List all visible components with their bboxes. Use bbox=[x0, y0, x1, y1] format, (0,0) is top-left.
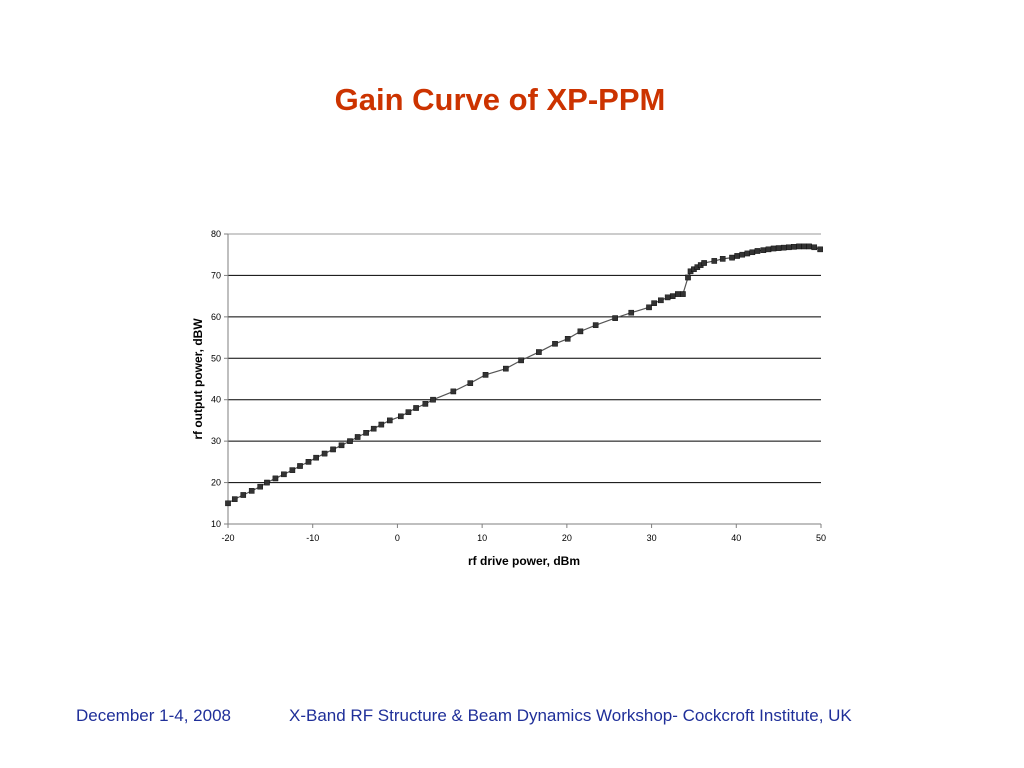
data-point bbox=[628, 309, 635, 316]
y-tick-label: 40 bbox=[211, 395, 221, 405]
data-point bbox=[801, 243, 807, 250]
data-point bbox=[363, 430, 369, 436]
data-point bbox=[811, 244, 818, 251]
data-point bbox=[754, 248, 761, 254]
data-point bbox=[413, 405, 419, 411]
data-point bbox=[749, 249, 756, 256]
data-point bbox=[225, 500, 231, 507]
x-tick-label: 50 bbox=[816, 533, 826, 543]
data-point bbox=[386, 417, 393, 424]
data-point bbox=[780, 244, 787, 251]
data-point bbox=[257, 483, 263, 490]
data-point bbox=[330, 446, 336, 453]
data-point bbox=[770, 245, 777, 252]
series-marker-layer bbox=[225, 243, 823, 507]
y-tick-label: 80 bbox=[211, 229, 221, 239]
data-point bbox=[536, 349, 542, 355]
data-point bbox=[231, 496, 238, 502]
data-point bbox=[281, 471, 287, 478]
data-point bbox=[321, 450, 328, 457]
data-point bbox=[347, 438, 353, 444]
data-point bbox=[398, 413, 404, 420]
data-point bbox=[669, 293, 676, 299]
data-point bbox=[729, 254, 735, 261]
data-point bbox=[760, 247, 767, 253]
data-point bbox=[297, 463, 303, 469]
data-point bbox=[719, 256, 726, 262]
x-tick-label: 20 bbox=[562, 533, 572, 543]
gain-curve-chart: -20 -10 0 10 20 30 40 50 10 20 30 40 50 60 70 80 rf dr… bbox=[191, 229, 826, 568]
data-point bbox=[775, 245, 782, 251]
series-line bbox=[227, 245, 821, 504]
data-point bbox=[422, 401, 429, 407]
page-title: Gain Curve of XP-PPM bbox=[334, 82, 666, 117]
data-point bbox=[664, 294, 671, 301]
data-point bbox=[675, 291, 681, 297]
data-point bbox=[264, 479, 270, 486]
footer-event: X-Band RF Structure & Beam Dynamics Work… bbox=[289, 706, 852, 725]
y-tick-label: 20 bbox=[211, 478, 221, 488]
x-tick-label: 10 bbox=[477, 533, 487, 543]
chart-axes bbox=[224, 233, 822, 528]
data-point bbox=[734, 253, 740, 259]
data-point bbox=[338, 442, 345, 449]
data-point bbox=[564, 336, 571, 342]
data-point bbox=[467, 380, 474, 386]
x-axis-label: rf drive power, dBm bbox=[468, 554, 580, 568]
data-point bbox=[651, 300, 657, 306]
data-point bbox=[612, 315, 618, 321]
x-tick-label: -10 bbox=[306, 533, 319, 543]
slide-footer: December 1-4, 2008 X-Band RF Structure &… bbox=[0, 704, 1024, 728]
data-point bbox=[577, 328, 584, 335]
data-point bbox=[370, 425, 377, 432]
data-point bbox=[685, 274, 691, 281]
y-tick-label: 10 bbox=[211, 519, 221, 529]
y-tick-label: 70 bbox=[211, 270, 221, 280]
x-tick-label: 30 bbox=[647, 533, 657, 543]
y-axis-label: rf output power, dBW bbox=[191, 318, 205, 440]
data-point bbox=[289, 467, 296, 473]
series-line-layer bbox=[227, 245, 821, 504]
data-point bbox=[806, 243, 812, 250]
data-point bbox=[378, 421, 385, 428]
y-tick-label: 50 bbox=[211, 353, 221, 363]
data-point bbox=[796, 243, 802, 250]
data-point bbox=[552, 340, 558, 347]
x-tick-label: 40 bbox=[731, 533, 741, 543]
data-point bbox=[354, 434, 361, 440]
data-point bbox=[592, 322, 599, 328]
data-point bbox=[658, 297, 664, 304]
data-point bbox=[646, 304, 652, 311]
data-point bbox=[482, 372, 489, 378]
data-point bbox=[817, 246, 823, 253]
chart-gridlines bbox=[228, 233, 821, 484]
data-point bbox=[765, 246, 772, 253]
y-tick-label: 60 bbox=[211, 312, 221, 322]
data-point bbox=[305, 459, 312, 465]
data-point bbox=[313, 454, 319, 461]
data-point bbox=[786, 244, 792, 251]
data-point bbox=[701, 260, 707, 266]
data-point bbox=[272, 475, 279, 482]
y-tick-label: 30 bbox=[211, 436, 221, 446]
x-tick-label: 0 bbox=[395, 533, 400, 543]
data-point bbox=[680, 291, 686, 297]
data-point bbox=[240, 492, 247, 498]
data-point bbox=[791, 244, 797, 250]
data-point bbox=[503, 365, 509, 372]
data-point bbox=[518, 357, 524, 364]
data-point bbox=[739, 251, 746, 258]
data-point bbox=[711, 258, 718, 264]
data-point bbox=[450, 388, 457, 395]
data-point bbox=[744, 250, 751, 257]
x-tick-label: -20 bbox=[221, 533, 234, 543]
data-point bbox=[405, 409, 412, 415]
data-point bbox=[430, 396, 436, 403]
y-tick-labels: 10 20 30 40 50 60 70 80 bbox=[211, 229, 221, 529]
x-tick-labels: -20 -10 0 10 20 30 40 50 bbox=[221, 533, 826, 543]
footer-date: December 1-4, 2008 bbox=[76, 706, 231, 725]
data-point bbox=[248, 488, 255, 494]
